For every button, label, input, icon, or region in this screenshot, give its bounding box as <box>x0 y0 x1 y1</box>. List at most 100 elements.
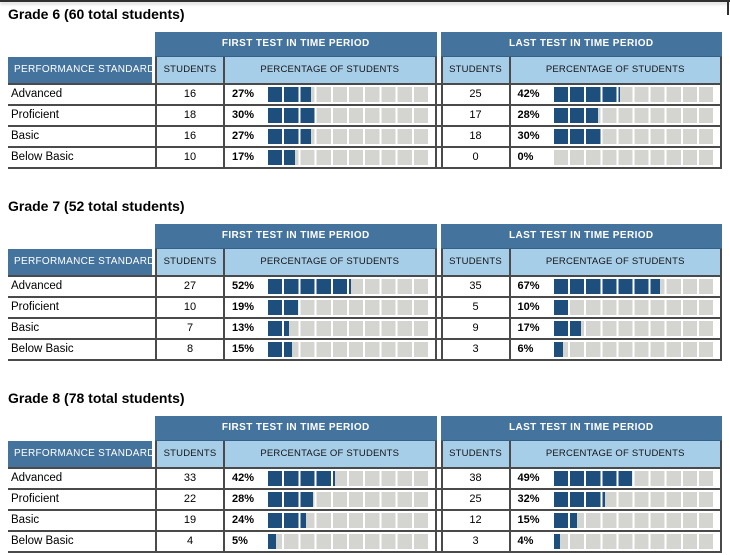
bar-segment-dividers <box>553 108 713 123</box>
last-test-period-header: LAST TEST IN TIME PERIOD <box>440 224 722 249</box>
last-percentage-bar <box>553 279 713 294</box>
test-period-band-row: FIRST TEST IN TIME PERIOD LAST TEST IN T… <box>8 32 722 57</box>
page-top-border <box>0 0 730 2</box>
last-percentage-header: PERCENTAGE OF STUDENTS <box>510 249 720 275</box>
first-test-column-group: STUDENTS PERCENTAGE OF STUDENTS <box>155 441 437 467</box>
performance-standard-header: PERFORMANCE STANDARD <box>8 249 152 275</box>
last-test-column-group: STUDENTS PERCENTAGE OF STUDENTS <box>440 249 722 275</box>
section-title: Grade 7 (52 total students) <box>8 198 185 214</box>
first-percentage-value: 30% <box>232 109 255 121</box>
last-percentage-header: PERCENTAGE OF STUDENTS <box>510 441 720 467</box>
performance-level-label: Advanced <box>11 280 63 292</box>
table-rows: Advanced 27 52% 35 67% Prof <box>8 277 722 361</box>
column-header-row: PERFORMANCE STANDARD STUDENTS PERCENTAGE… <box>8 57 722 85</box>
last-test-cells: 35 67% <box>440 277 722 296</box>
last-test-cells: 17 28% <box>440 106 722 125</box>
last-percentage-bar <box>553 471 713 486</box>
last-test-cells: 5 10% <box>440 298 722 317</box>
section-title: Grade 8 (78 total students) <box>8 390 185 406</box>
bar-segment-dividers <box>268 279 428 294</box>
first-students-count: 16 <box>157 85 225 104</box>
first-test-cells: 22 28% <box>155 490 437 509</box>
bar-segment-dividers <box>553 300 713 315</box>
first-students-header: STUDENTS <box>157 57 225 83</box>
first-test-cells: 16 27% <box>155 85 437 104</box>
bar-segment-dividers <box>268 492 428 507</box>
table-row: Proficient 22 28% 25 32% <box>8 490 722 511</box>
first-percentage-bar <box>268 492 428 507</box>
table-row: Advanced 16 27% 25 42% <box>8 85 722 106</box>
bar-segment-dividers <box>553 321 713 336</box>
last-percentage-header: PERCENTAGE OF STUDENTS <box>510 57 720 83</box>
last-test-cells: 12 15% <box>440 511 722 530</box>
last-percentage-cell: 28% <box>511 106 721 125</box>
first-test-cells: 7 13% <box>155 319 437 338</box>
column-header-row: PERFORMANCE STANDARD STUDENTS PERCENTAGE… <box>8 441 722 469</box>
bar-segment-dividers <box>268 342 428 357</box>
bar-segment-dividers <box>553 513 713 528</box>
first-percentage-bar <box>268 513 428 528</box>
first-percentage-header: PERCENTAGE OF STUDENTS <box>225 249 435 275</box>
first-percentage-bar <box>268 129 428 144</box>
performance-table: FIRST TEST IN TIME PERIOD LAST TEST IN T… <box>8 416 722 553</box>
first-percentage-bar <box>268 471 428 486</box>
table-rows: Advanced 33 42% 38 49% Prof <box>8 469 722 553</box>
last-percentage-value: 42% <box>517 88 540 100</box>
first-students-count: 10 <box>157 298 225 317</box>
last-test-cells: 3 4% <box>440 532 722 551</box>
performance-table: FIRST TEST IN TIME PERIOD LAST TEST IN T… <box>8 224 722 361</box>
first-percentage-value: 24% <box>232 514 255 526</box>
last-percentage-bar <box>553 129 713 144</box>
first-percentage-cell: 17% <box>225 148 435 167</box>
first-percentage-cell: 30% <box>225 106 435 125</box>
last-students-header: STUDENTS <box>442 249 511 275</box>
table-row: Proficient 10 19% 5 10% <box>8 298 722 319</box>
bar-segment-dividers <box>268 321 428 336</box>
bar-segment-dividers <box>553 150 713 165</box>
last-percentage-cell: 10% <box>511 298 721 317</box>
first-test-column-group: STUDENTS PERCENTAGE OF STUDENTS <box>155 249 437 275</box>
last-students-count: 38 <box>443 469 511 488</box>
bar-segment-dividers <box>268 150 428 165</box>
header-spacer <box>8 416 152 441</box>
first-percentage-bar <box>268 108 428 123</box>
last-percentage-bar <box>553 513 713 528</box>
last-percentage-value: 4% <box>517 535 534 547</box>
first-percentage-cell: 15% <box>225 340 435 359</box>
bar-segment-dividers <box>268 534 428 549</box>
first-students-header: STUDENTS <box>157 249 225 275</box>
last-students-count: 35 <box>443 277 511 296</box>
last-percentage-bar <box>553 342 713 357</box>
first-test-cells: 19 24% <box>155 511 437 530</box>
first-test-period-header: FIRST TEST IN TIME PERIOD <box>155 416 437 441</box>
last-percentage-value: 0% <box>517 151 534 163</box>
last-percentage-bar <box>553 534 713 549</box>
performance-level-label: Advanced <box>11 88 63 100</box>
last-percentage-cell: 6% <box>511 340 721 359</box>
first-percentage-value: 27% <box>232 130 255 142</box>
performance-level-label: Below Basic <box>11 343 74 355</box>
first-percentage-bar <box>268 321 428 336</box>
test-period-band-row: FIRST TEST IN TIME PERIOD LAST TEST IN T… <box>8 416 722 441</box>
last-percentage-cell: 32% <box>511 490 721 509</box>
last-test-cells: 25 42% <box>440 85 722 104</box>
bar-segment-dividers <box>553 87 713 102</box>
first-students-count: 18 <box>157 106 225 125</box>
table-row: Below Basic 4 5% 3 4% <box>8 532 722 553</box>
last-percentage-bar <box>553 300 713 315</box>
last-percentage-value: 10% <box>517 301 540 313</box>
last-percentage-cell: 17% <box>511 319 721 338</box>
first-percentage-cell: 52% <box>225 277 435 296</box>
performance-standard-header: PERFORMANCE STANDARD <box>8 441 152 467</box>
first-percentage-cell: 27% <box>225 127 435 146</box>
first-test-cells: 10 17% <box>155 148 437 167</box>
first-percentage-cell: 28% <box>225 490 435 509</box>
first-percentage-bar <box>268 279 428 294</box>
first-percentage-cell: 5% <box>225 532 435 551</box>
first-students-count: 16 <box>157 127 225 146</box>
last-percentage-cell: 49% <box>511 469 721 488</box>
first-percentage-value: 19% <box>232 301 255 313</box>
last-percentage-cell: 67% <box>511 277 721 296</box>
performance-level-label: Basic <box>11 322 40 334</box>
